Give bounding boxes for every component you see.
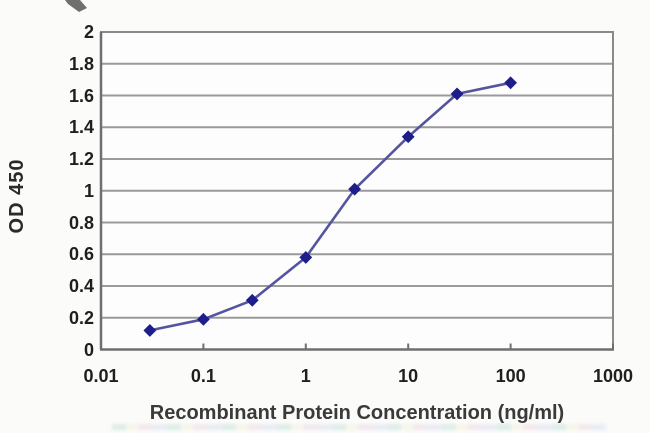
y-axis-tick-label: 1.6	[68, 85, 94, 106]
y-axis-tick-label: 1	[83, 180, 94, 201]
x-axis-tick-label: 1	[300, 366, 311, 386]
x-axis-tick-label: 100	[495, 366, 526, 386]
series-marker	[196, 312, 210, 326]
y-axis-tick-label: 0.8	[68, 212, 94, 233]
series-marker	[504, 76, 518, 90]
x-axis-tick-label: 0.01	[83, 366, 119, 386]
series-marker	[401, 130, 415, 144]
y-axis-tick-label: 0.2	[68, 307, 94, 328]
series-marker	[450, 87, 464, 101]
y-axis-tick-label: 1.4	[68, 117, 94, 138]
x-axis-title: Recombinant Protein Concentration (ng/ml…	[149, 402, 565, 424]
y-axis-tick-label: 0.6	[68, 244, 94, 265]
series-marker	[348, 182, 362, 196]
y-axis-tick-label: 0.4	[68, 276, 94, 296]
series-marker	[143, 324, 157, 337]
y-axis-tick-label: 2	[83, 22, 94, 42]
y-axis-tick-label: 1.2	[68, 149, 94, 169]
x-axis-tick-label: 10	[398, 366, 419, 386]
series-marker	[245, 293, 259, 307]
y-axis-tick-label: 0	[83, 339, 94, 360]
y-axis-tick-label: 1.8	[68, 53, 94, 74]
x-axis-tick-label: 1000	[592, 366, 634, 386]
x-axis-tick-label: 0.1	[190, 366, 216, 386]
series-line	[148, 81, 512, 332]
image-crop-artifact	[65, 0, 87, 12]
jpeg-artifact-strip	[112, 424, 606, 430]
y-axis-title: OD 450	[6, 158, 28, 234]
series-marker	[299, 251, 313, 264]
